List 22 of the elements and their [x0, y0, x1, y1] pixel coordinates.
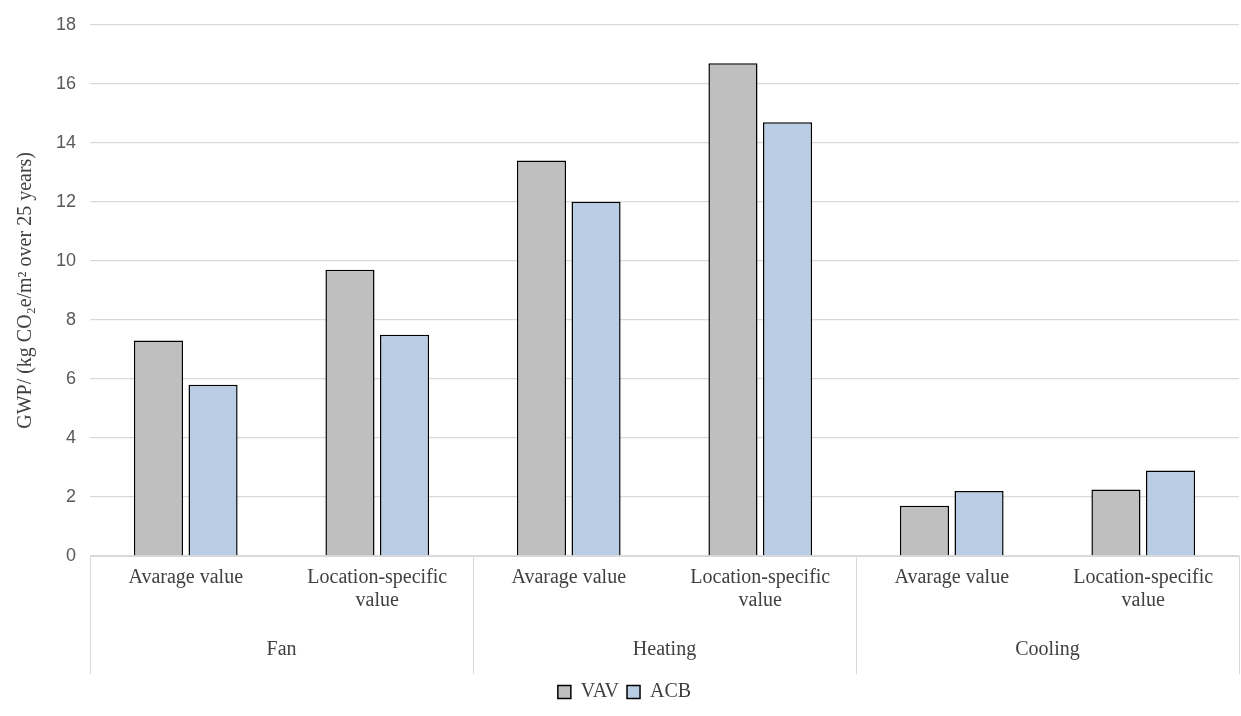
x-tick-label: Avarage value: [894, 564, 1010, 588]
y-tick-label: 8: [66, 308, 77, 329]
x-tick-label: Avarage value: [511, 564, 627, 588]
x-tick-label: Location-specific value: [307, 564, 448, 610]
x-tick-label: Location-specific value: [690, 564, 831, 610]
y-tick-label: 16: [55, 72, 77, 93]
legend-label: VAV: [580, 679, 620, 702]
x-tick-label: Avarage value: [128, 564, 244, 588]
y-tick-label: 4: [66, 426, 77, 447]
y-tick-label: 14: [55, 131, 77, 152]
y-tick-label: 12: [55, 190, 77, 211]
text: Heating: [632, 637, 697, 661]
y-axis-title: GWP/ (kg CO₂e/m² over 25 years): [13, 152, 37, 429]
text: Fan: [266, 637, 297, 660]
y-tick-label: 6: [66, 367, 77, 388]
y-tick-label: 2: [66, 485, 77, 506]
text: Cooling: [1015, 637, 1080, 661]
y-tick-label: 10: [55, 249, 77, 270]
y-tick-label: 0: [66, 544, 77, 565]
y-tick-label: 18: [55, 13, 77, 34]
x-tick-label: Location-specific value: [1073, 564, 1214, 610]
legend-label: ACB: [650, 679, 692, 702]
